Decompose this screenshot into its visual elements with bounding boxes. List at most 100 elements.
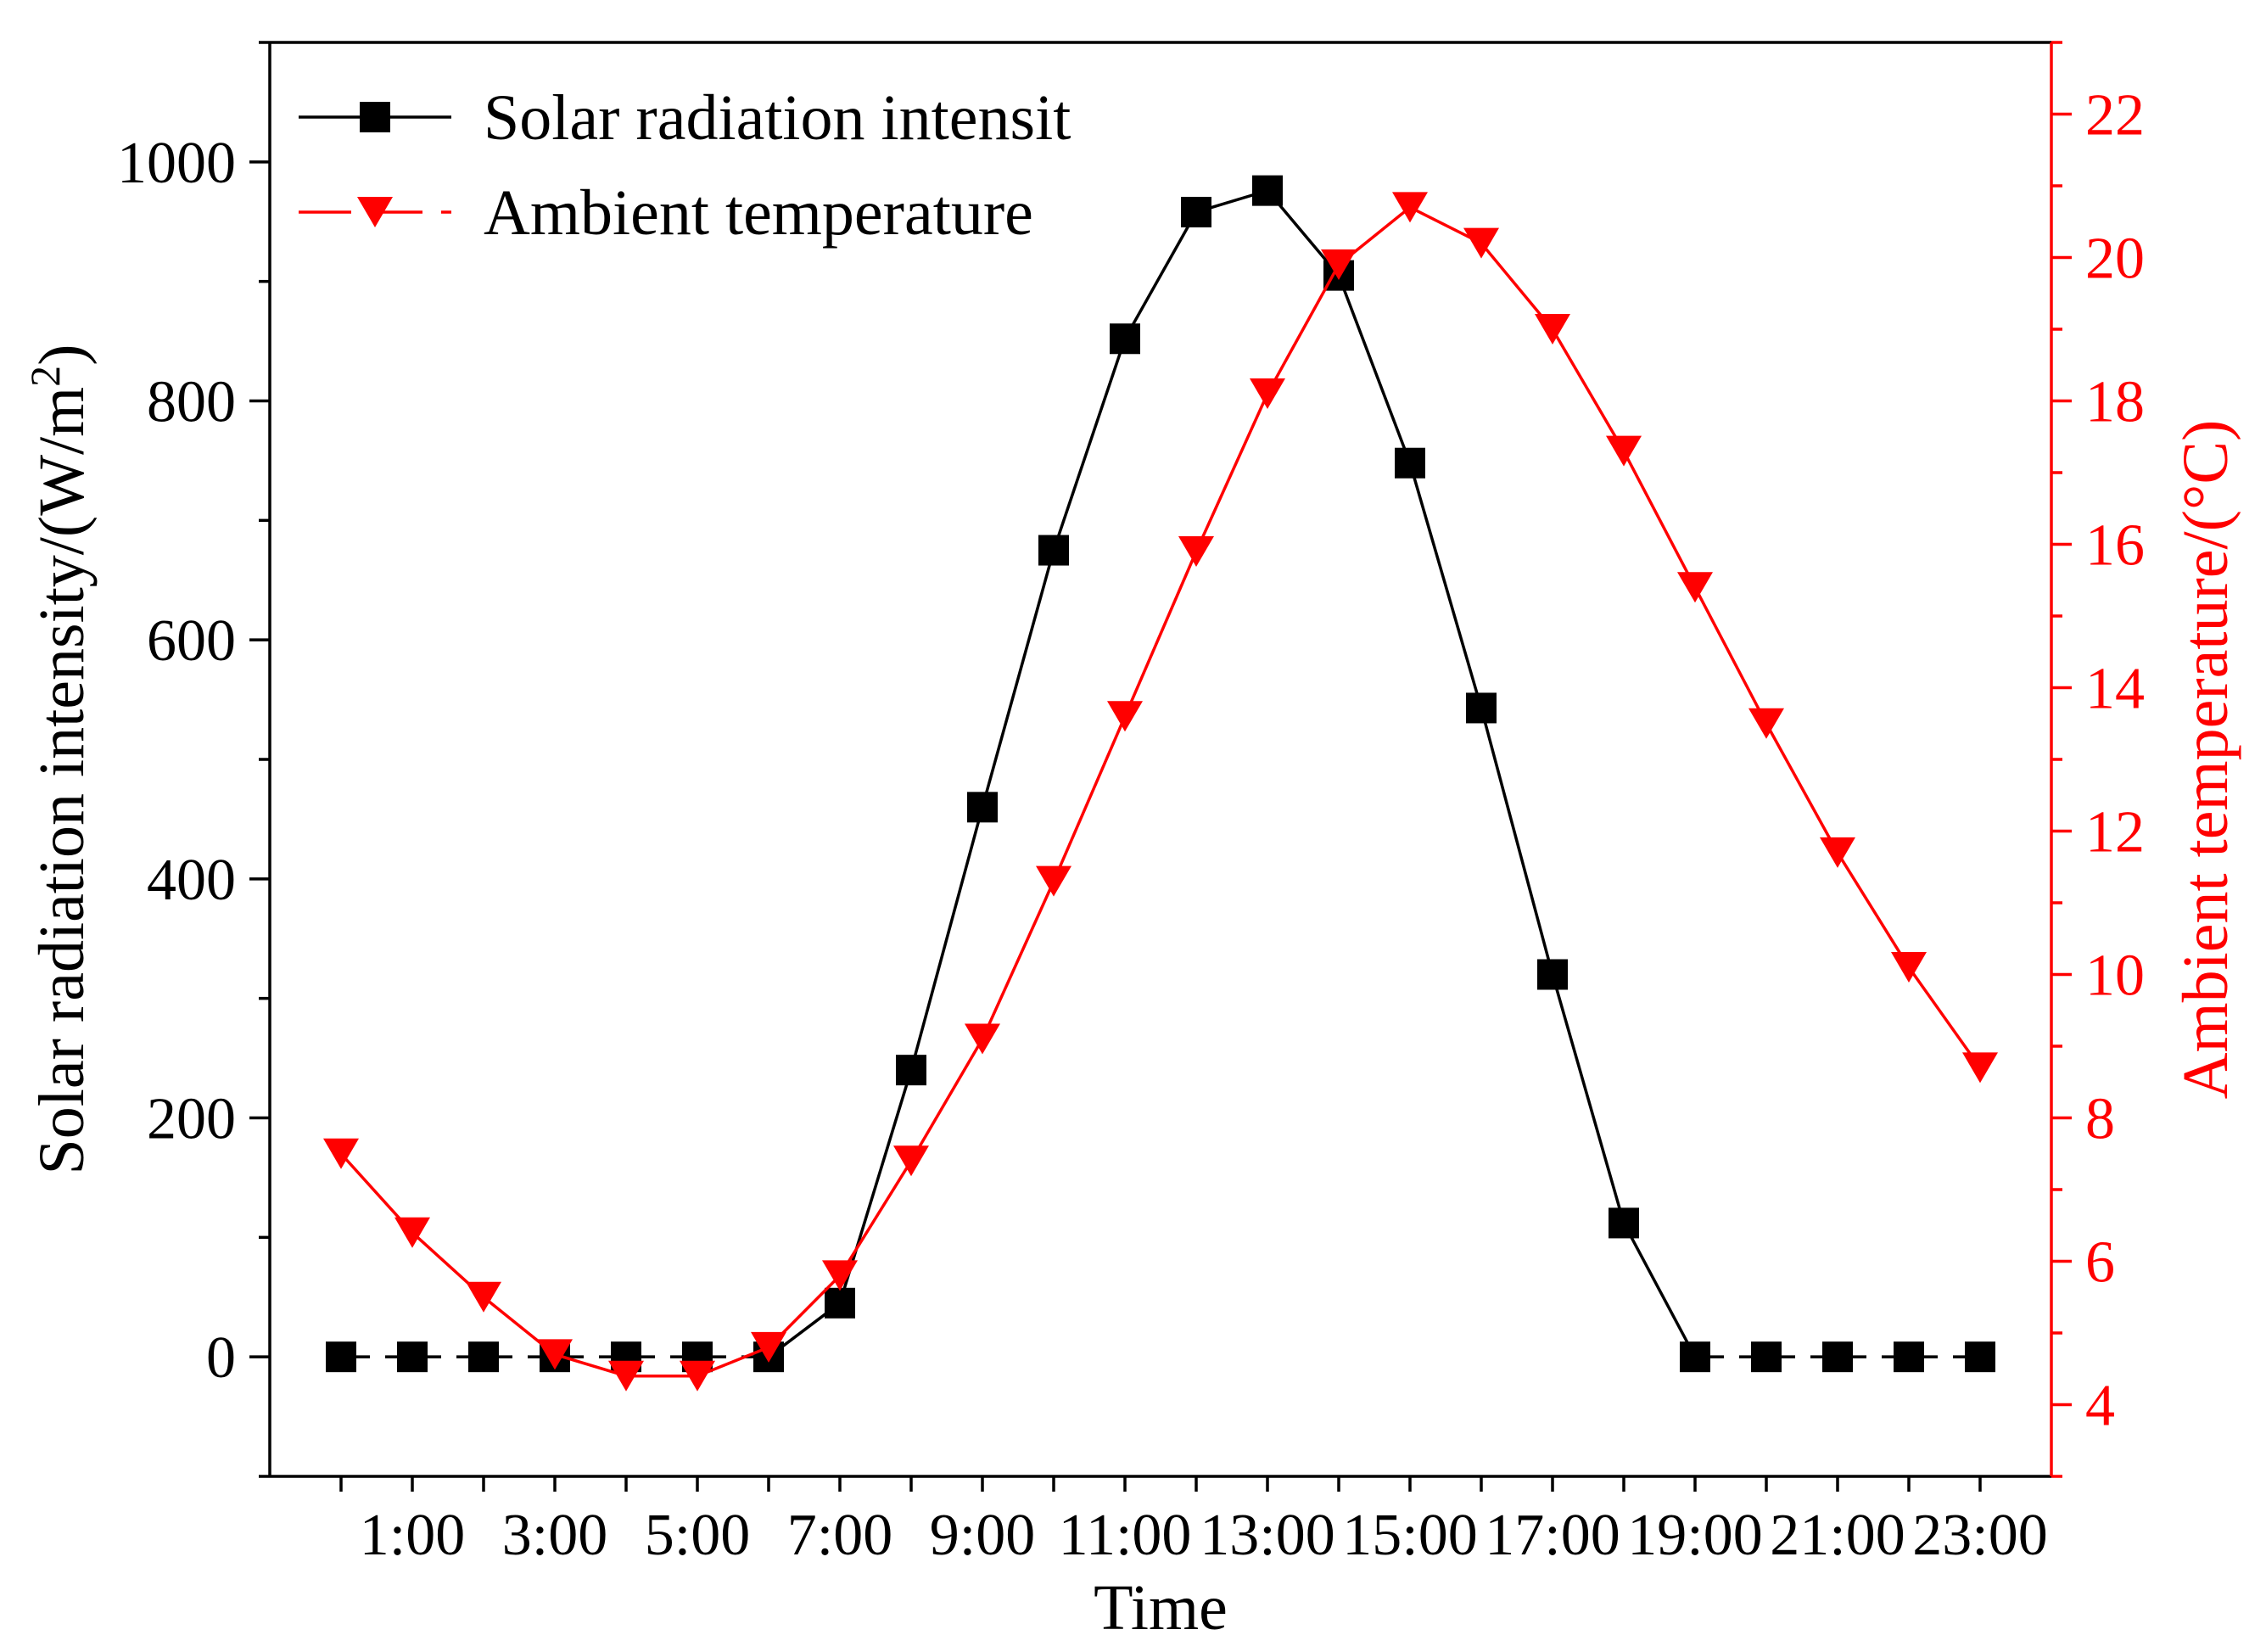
series-1-point [537, 1339, 573, 1370]
plot-series [323, 175, 1998, 1392]
series-0-segment [1337, 275, 1412, 464]
series-0-segment [981, 550, 1055, 808]
series-0-point [326, 1341, 356, 1373]
series-0-point [1252, 175, 1283, 206]
series-1-segment [1195, 393, 1269, 552]
series-0-segment [1123, 211, 1198, 340]
series-1-segment [554, 1352, 627, 1378]
y2-tick-label: 18 [2085, 370, 2145, 435]
legend: Solar radiation intensit Ambient temperat… [299, 82, 1071, 249]
x-tick-label: 13:00 [1200, 1503, 1334, 1568]
series-1-point [822, 1260, 858, 1291]
x-tick-label: 17:00 [1485, 1503, 1620, 1568]
y2-tick-label: 16 [2085, 513, 2145, 579]
series-1-point [1107, 701, 1143, 732]
x-tick-label: 15:00 [1342, 1503, 1477, 1568]
series-1-point [1321, 249, 1357, 280]
series-0-point [1110, 323, 1140, 355]
series-1-segment [697, 1346, 769, 1378]
legend-marker-0 [360, 102, 390, 132]
y2-tick-label: 20 [2085, 227, 2145, 292]
series-1-point [466, 1281, 501, 1313]
series-1-point [323, 1138, 359, 1169]
series-0-point [1609, 1207, 1639, 1239]
series-0-point [468, 1341, 499, 1373]
y-tick-label: 400 [147, 848, 236, 913]
series-1-point [1463, 227, 1499, 259]
series-1-segment [1836, 851, 1911, 968]
series-1-point [1891, 952, 1927, 983]
series-1-point [965, 1023, 1000, 1055]
legend-marker-1 [357, 197, 393, 227]
y-tick-label: 800 [147, 370, 236, 435]
series-1-point [1962, 1052, 1998, 1084]
series-0-point [1395, 447, 1425, 479]
series-0-point [967, 792, 998, 823]
series-0-point [1894, 1341, 1924, 1373]
series-0-point [1537, 959, 1568, 990]
y2-tick-label: 4 [2085, 1374, 2115, 1439]
series-1-segment [909, 1038, 984, 1162]
series-1-point [1606, 435, 1642, 467]
y-tick-label: 600 [147, 608, 236, 674]
series-0-segment [1480, 707, 1554, 975]
y-tick-label: 0 [206, 1325, 236, 1391]
x-tick-label: 21:00 [1770, 1503, 1905, 1568]
x-tick-label: 3:00 [502, 1503, 607, 1568]
series-1-segment [981, 880, 1055, 1040]
x-tick-label: 11:00 [1059, 1503, 1192, 1568]
series-1-point [680, 1360, 715, 1392]
y2-tick-label: 12 [2085, 800, 2145, 865]
series-0-point [1965, 1341, 1995, 1373]
series-0-point [1822, 1341, 1853, 1373]
series-0-point [825, 1287, 855, 1319]
series-0-point [1038, 535, 1069, 566]
series-1-point [1250, 378, 1285, 410]
series-1-point [1677, 572, 1713, 603]
series-0-point [1181, 196, 1211, 227]
series-1-point [751, 1331, 786, 1363]
series-1-segment [1266, 264, 1340, 395]
y2-tick-label: 8 [2085, 1087, 2115, 1152]
series-0-point [1751, 1341, 1782, 1373]
series-0-point [1680, 1341, 1710, 1373]
series-1-segment [1052, 715, 1127, 882]
y-axis-title-main: Solar radiation intensity/(W/m [26, 387, 98, 1175]
axes: 1:00 3:00 5:00 7:00 9:00 11:00 13:00 15:00 17:00… [117, 41, 2145, 1568]
series-1-point [1036, 865, 1071, 897]
x-tick-label: 23:00 [1912, 1503, 2047, 1568]
series-1-point [608, 1360, 644, 1392]
y2-tick-label: 22 [2085, 83, 2145, 148]
series-1-segment [838, 1160, 913, 1277]
y2-axis-title: Ambient temperature/(°C) [2170, 420, 2241, 1100]
series-0-point [896, 1055, 926, 1086]
series-1-segment [1907, 966, 1982, 1069]
series-0-segment [1408, 462, 1483, 708]
series-0-segment [909, 806, 984, 1071]
legend-label-1: Ambient temperature [484, 177, 1033, 249]
x-tick-label: 1:00 [360, 1503, 465, 1568]
x-tick-label: 9:00 [930, 1503, 1035, 1568]
series-1-point [394, 1217, 430, 1248]
series-1-segment [1123, 551, 1198, 717]
series-1-point [1820, 837, 1855, 868]
series-1-segment [1693, 586, 1768, 725]
y-tick-label: 200 [147, 1087, 236, 1152]
x-tick-label: 7:00 [787, 1503, 892, 1568]
series-0-point [1466, 692, 1497, 724]
series-0-segment [1622, 1222, 1697, 1358]
series-0-point [397, 1341, 428, 1373]
series-1-segment [1551, 328, 1625, 452]
x-tick-label: 5:00 [645, 1503, 750, 1568]
series-1-point [1392, 192, 1428, 223]
series-1-segment [1765, 722, 1839, 854]
y2-tick-label: 14 [2085, 657, 2145, 722]
series-0-segment [1052, 338, 1127, 552]
series-1-point [893, 1145, 929, 1177]
series-1-point [1748, 708, 1784, 739]
x-tick-label: 19:00 [1627, 1503, 1762, 1568]
series-1-segment [1622, 450, 1697, 589]
y-tick-label: 1000 [117, 131, 236, 196]
legend-label-0: Solar radiation intensit [484, 82, 1071, 154]
